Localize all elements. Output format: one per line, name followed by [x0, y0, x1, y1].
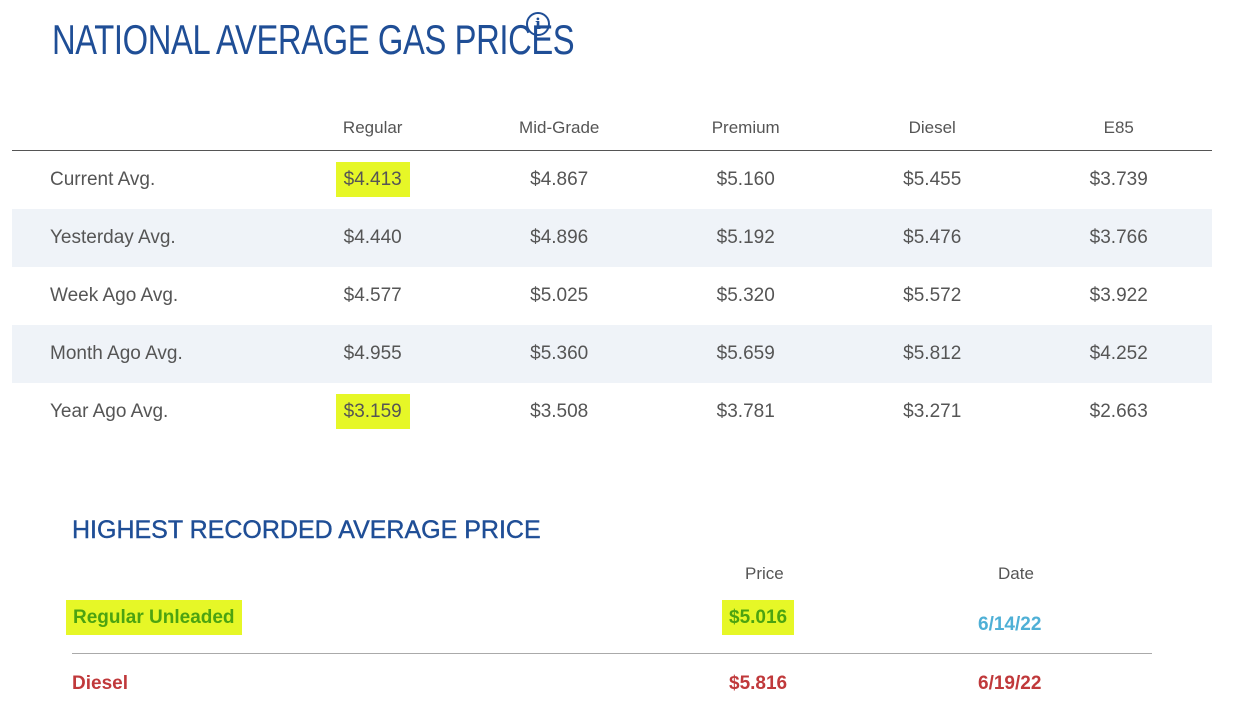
row-label: Month Ago Avg.: [12, 325, 280, 383]
table-row-yesterday: Yesterday Avg. $4.440 $4.896 $5.192 $5.4…: [12, 209, 1212, 267]
highest-price-title: HIGHEST RECORDED AVERAGE PRICE: [72, 516, 541, 544]
cell-mid-grade: $5.025: [530, 285, 589, 306]
highlighted-value: $4.413: [335, 162, 410, 197]
gas-prices-table: Regular Mid-Grade Premium Diesel E85 Cur…: [12, 106, 1212, 441]
cell-premium: $3.781: [716, 401, 775, 422]
cell-regular: $4.577: [343, 285, 402, 306]
cell-premium: $5.160: [716, 169, 775, 190]
table-row-month-ago: Month Ago Avg. $4.955 $5.360 $5.659 $5.8…: [12, 325, 1212, 383]
cell-mid-grade: $5.360: [465, 325, 653, 383]
highest-row-diesel-label: Diesel: [72, 673, 128, 694]
highlighted-value: $5.016: [722, 600, 795, 635]
cell-mid-grade: $4.867: [530, 169, 589, 190]
highlighted-value: $3.159: [335, 394, 410, 429]
cell-diesel: $5.476: [838, 209, 1026, 267]
cell-mid-grade: $3.508: [530, 401, 589, 422]
cell-regular: $4.413: [279, 151, 466, 210]
cell-regular: $4.440: [279, 209, 466, 267]
highest-row-regular-price: $5.016: [722, 600, 795, 635]
cell-e85: $4.252: [1025, 325, 1212, 383]
column-header-mid-grade: Mid-Grade: [465, 106, 653, 151]
column-header-e85: E85: [1025, 106, 1212, 151]
table-header-row: Regular Mid-Grade Premium Diesel E85: [12, 106, 1212, 151]
cell-regular: $3.159: [279, 383, 466, 441]
column-header-premium: Premium: [652, 106, 839, 151]
info-icon[interactable]: i: [526, 12, 550, 36]
row-label: Year Ago Avg.: [50, 401, 169, 422]
cell-premium: $5.659: [652, 325, 839, 383]
cell-diesel: $3.271: [903, 401, 962, 422]
column-header-diesel: Diesel: [838, 106, 1026, 151]
highest-row-regular-label: Regular Unleaded: [66, 600, 242, 635]
table-row-current: Current Avg. $4.413 $4.867 $5.160 $5.455…: [12, 151, 1212, 210]
highest-row-diesel-price: $5.816: [729, 673, 788, 694]
highest-divider: [72, 653, 1152, 654]
page-title: NATIONAL AVERAGE GAS PRICES: [52, 16, 575, 63]
page-header: NATIONAL AVERAGE GAS PRICES i: [52, 10, 722, 66]
cell-premium: $5.192: [652, 209, 839, 267]
cell-e85: $2.663: [1089, 401, 1148, 422]
cell-diesel: $5.812: [838, 325, 1026, 383]
column-header-regular: Regular: [279, 106, 466, 151]
highlighted-label: Regular Unleaded: [66, 600, 242, 635]
cell-mid-grade: $4.896: [465, 209, 653, 267]
column-header-blank: [12, 106, 280, 151]
cell-premium: $5.320: [716, 285, 775, 306]
highest-row-regular-date: 6/14/22: [978, 614, 1042, 635]
row-label: Current Avg.: [50, 169, 156, 190]
highest-column-date: Date: [998, 564, 1034, 583]
table-row-year-ago: Year Ago Avg. $3.159 $3.508 $3.781 $3.27…: [12, 383, 1212, 441]
row-label: Yesterday Avg.: [12, 209, 280, 267]
cell-diesel: $5.572: [903, 285, 962, 306]
cell-regular: $4.955: [279, 325, 466, 383]
cell-diesel: $5.455: [903, 169, 962, 190]
cell-e85: $3.922: [1089, 285, 1148, 306]
cell-e85: $3.739: [1089, 169, 1148, 190]
highest-column-price: Price: [745, 564, 784, 583]
highest-row-diesel-date: 6/19/22: [978, 673, 1042, 694]
cell-e85: $3.766: [1025, 209, 1212, 267]
table-row-week-ago: Week Ago Avg. $4.577 $5.025 $5.320 $5.57…: [12, 267, 1212, 325]
row-label: Week Ago Avg.: [50, 285, 179, 306]
